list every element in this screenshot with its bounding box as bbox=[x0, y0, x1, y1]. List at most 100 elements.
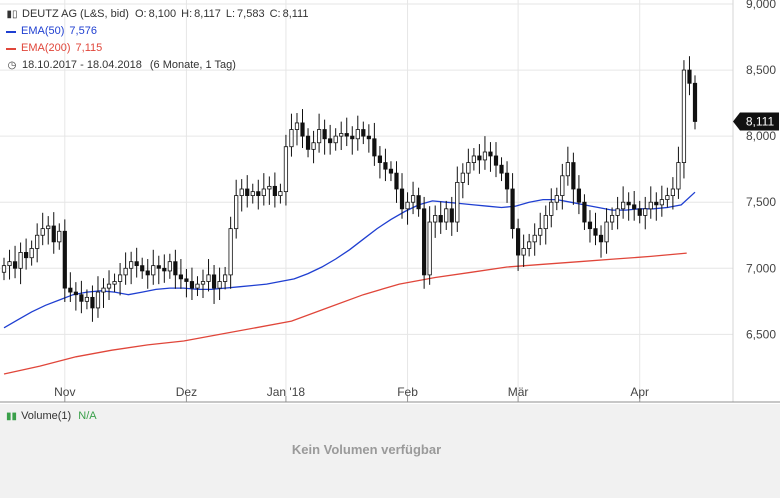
candle bbox=[272, 172, 277, 208]
candle bbox=[46, 216, 51, 245]
candle bbox=[95, 276, 101, 318]
clock-icon: ◷ bbox=[7, 60, 17, 71]
candle-body bbox=[582, 201, 587, 223]
candle bbox=[681, 60, 687, 179]
candle bbox=[532, 223, 537, 256]
ema50-value: 7,576 bbox=[69, 25, 97, 37]
ohlc-close-label: C: bbox=[269, 8, 281, 20]
candle-body bbox=[576, 188, 582, 203]
period-range: 18.10.2017 - 18.04.2018 bbox=[22, 59, 142, 71]
candle-body bbox=[405, 201, 410, 210]
candle-body bbox=[438, 215, 443, 223]
candle-body bbox=[350, 135, 355, 140]
y-tick-label: 7,500 bbox=[746, 195, 776, 209]
candle-body bbox=[527, 241, 532, 249]
candle bbox=[394, 161, 399, 203]
candle bbox=[477, 144, 482, 174]
candle-body bbox=[692, 82, 698, 122]
candle bbox=[455, 166, 460, 232]
legend-ema50-row[interactable]: EMA(50) 7,576 bbox=[6, 23, 308, 40]
ema200-line bbox=[3, 252, 687, 375]
ema50-swatch bbox=[6, 30, 16, 33]
ema50-label: EMA(50) bbox=[21, 25, 65, 37]
legend-ema200-row[interactable]: EMA(200) 7,115 bbox=[6, 40, 308, 57]
candle-body bbox=[267, 185, 272, 190]
candle-body bbox=[173, 261, 178, 276]
candle bbox=[267, 176, 272, 205]
candle bbox=[565, 146, 570, 186]
candle bbox=[366, 124, 371, 153]
candle bbox=[223, 266, 228, 290]
axis-labels: 6,500 7,000 7,500 8,000 8,500 9,000 Nov Dez Jan … bbox=[54, 0, 776, 402]
last-price-tag bbox=[733, 112, 779, 131]
candle-body bbox=[328, 138, 333, 144]
candle-body bbox=[410, 195, 416, 203]
candle bbox=[449, 196, 454, 236]
x-tick-label: Feb bbox=[397, 385, 418, 399]
candle bbox=[29, 240, 34, 266]
candle bbox=[278, 183, 283, 204]
candle-body bbox=[90, 296, 95, 309]
y-tick-label: 8,500 bbox=[746, 63, 776, 77]
plot-area bbox=[0, 0, 733, 402]
candle bbox=[416, 187, 421, 217]
candle bbox=[361, 121, 366, 145]
candle-body bbox=[637, 208, 642, 216]
candle bbox=[129, 251, 134, 285]
candle-body bbox=[245, 188, 250, 197]
candle-body bbox=[223, 274, 228, 282]
candle bbox=[648, 186, 653, 219]
candle-body bbox=[7, 261, 12, 267]
candle-body bbox=[261, 188, 266, 197]
candle-body bbox=[200, 281, 206, 285]
candle-body bbox=[283, 146, 289, 193]
candle-body bbox=[532, 234, 537, 243]
candle-body bbox=[394, 172, 399, 190]
candle-body bbox=[84, 296, 90, 302]
ema200-value: 7,115 bbox=[75, 42, 103, 54]
candle bbox=[1, 257, 7, 281]
candle-body bbox=[117, 274, 123, 282]
price-chart: 6,500 7,000 7,500 8,000 8,500 9,000 Nov Dez Jan … bbox=[0, 0, 780, 403]
candle bbox=[510, 173, 515, 239]
candle-body bbox=[433, 215, 438, 223]
candle bbox=[300, 109, 305, 149]
candle-body bbox=[51, 225, 56, 243]
candle bbox=[84, 289, 90, 310]
candle bbox=[250, 183, 255, 204]
bar-icon: ▮▮ bbox=[6, 411, 18, 422]
candle-body bbox=[598, 234, 604, 243]
candle-body bbox=[388, 168, 394, 174]
candle-body bbox=[477, 155, 482, 161]
candle bbox=[211, 264, 217, 304]
candle bbox=[593, 212, 598, 246]
candle-body bbox=[538, 228, 543, 236]
candle-body bbox=[427, 221, 432, 276]
candle bbox=[399, 173, 405, 219]
candle bbox=[410, 181, 416, 215]
candle-body bbox=[12, 261, 18, 269]
candle bbox=[162, 254, 167, 283]
candle bbox=[466, 148, 471, 186]
candle-body bbox=[499, 164, 504, 174]
candle-body bbox=[676, 162, 681, 190]
candle-body bbox=[68, 287, 73, 293]
candle bbox=[7, 249, 12, 280]
candle-body bbox=[167, 261, 172, 272]
y-tick-label: 8,000 bbox=[746, 129, 776, 143]
candle-body bbox=[57, 230, 62, 243]
candle bbox=[659, 185, 664, 217]
candle-body bbox=[234, 195, 239, 230]
candle bbox=[493, 142, 499, 178]
candle bbox=[178, 259, 183, 289]
candle-body bbox=[189, 281, 195, 289]
candle bbox=[90, 285, 95, 322]
legend-period-row: ◷ 18.10.2017 - 18.04.2018 (6 Monate, 1 T… bbox=[6, 57, 308, 74]
candle-body bbox=[615, 208, 620, 216]
candle bbox=[598, 225, 604, 258]
candle bbox=[289, 113, 294, 157]
candle-body bbox=[366, 135, 371, 140]
ohlc-open-label: O: bbox=[134, 8, 147, 20]
candle-body bbox=[256, 191, 261, 197]
candle-body bbox=[129, 261, 134, 269]
